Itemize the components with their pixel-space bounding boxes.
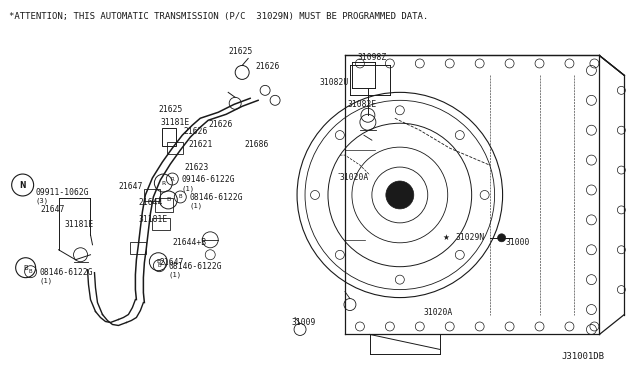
Text: 08146-6122G: 08146-6122G	[40, 268, 93, 277]
Text: 31082E: 31082E	[348, 100, 377, 109]
Text: B: B	[156, 259, 161, 264]
Text: (1): (1)	[189, 203, 202, 209]
Text: R: R	[161, 180, 166, 186]
Text: 31020A: 31020A	[340, 173, 369, 182]
Text: 09146-6122G: 09146-6122G	[181, 175, 235, 184]
Bar	[145, 189, 161, 201]
Text: B: B	[29, 269, 33, 274]
Text: N: N	[19, 180, 26, 189]
Text: (3): (3)	[36, 198, 49, 205]
Text: J31001DB: J31001DB	[561, 352, 604, 361]
Text: 21626: 21626	[255, 62, 280, 71]
Text: (1): (1)	[40, 278, 52, 284]
Text: 21647: 21647	[118, 182, 143, 191]
Text: 08146-6122G: 08146-6122G	[189, 193, 243, 202]
Text: 21647: 21647	[40, 205, 65, 214]
Text: B: B	[179, 195, 182, 199]
Text: 21623: 21623	[184, 163, 209, 172]
Circle shape	[498, 234, 506, 242]
Text: 31098Z: 31098Z	[358, 52, 387, 61]
Bar	[156, 198, 173, 212]
Circle shape	[386, 181, 414, 209]
Text: 31181E: 31181E	[161, 118, 189, 127]
Text: 31020A: 31020A	[424, 308, 453, 317]
Text: 09911-1062G: 09911-1062G	[36, 188, 89, 197]
Text: 31181E: 31181E	[65, 220, 94, 229]
Text: 08146-6122G: 08146-6122G	[168, 262, 222, 271]
Text: 21626: 21626	[208, 120, 232, 129]
Text: *ATTENTION; THIS AUTOMATIC TRANSMISSION (P/C  31029N) MUST BE PROGRAMMED DATA.: *ATTENTION; THIS AUTOMATIC TRANSMISSION …	[9, 12, 428, 21]
Text: (1): (1)	[168, 272, 182, 278]
Text: 21686: 21686	[244, 140, 269, 149]
Text: ★: ★	[443, 233, 450, 242]
Bar	[163, 128, 176, 146]
Text: 21647: 21647	[159, 258, 184, 267]
Text: 21644: 21644	[138, 198, 163, 207]
Text: 21625: 21625	[158, 105, 183, 114]
Bar	[152, 218, 170, 230]
Text: 31000: 31000	[506, 238, 530, 247]
Text: 31029N: 31029N	[456, 233, 485, 242]
Text: 31082U: 31082U	[320, 78, 349, 87]
Bar	[167, 142, 183, 154]
Text: 31181E: 31181E	[138, 215, 168, 224]
Text: 21644+B: 21644+B	[172, 238, 207, 247]
Text: 21626: 21626	[183, 127, 207, 136]
Bar	[131, 242, 147, 254]
Text: 21625: 21625	[228, 46, 253, 55]
Text: B: B	[157, 263, 161, 268]
Text: 21621: 21621	[188, 140, 212, 149]
Text: B: B	[166, 198, 170, 202]
Text: 31009: 31009	[291, 318, 316, 327]
Text: B: B	[23, 265, 28, 271]
Text: R: R	[170, 177, 174, 182]
Text: (1): (1)	[181, 185, 195, 192]
